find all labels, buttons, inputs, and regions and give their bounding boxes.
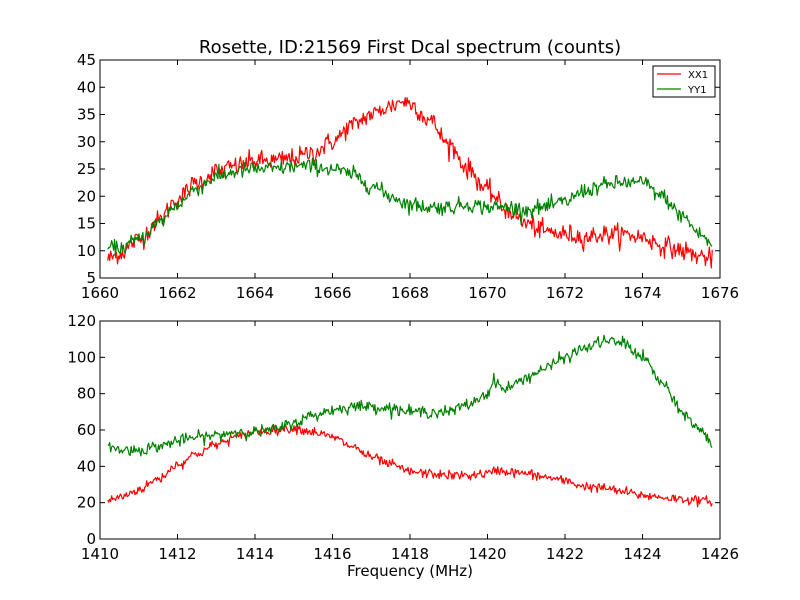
top-x-tick-label: 1668 (391, 284, 429, 302)
legend: XX1 YY1 (652, 65, 716, 98)
bottom-x-tick-label: 1424 (623, 545, 661, 563)
top-x-tick-label: 1660 (81, 284, 119, 302)
bottom-panel: 1410 1412 1414 1416 1418 1420 1422 1424 1426 0 20 4… (67, 312, 739, 563)
x-axis-label: Frequency (MHz) (347, 562, 473, 580)
top-x-tick-label: 1672 (546, 284, 584, 302)
legend-label-xx1: XX1 (688, 70, 708, 81)
top-x-tick-label: 1666 (313, 284, 351, 302)
legend-box (652, 65, 716, 98)
top-y-tick-label: 5 (86, 269, 96, 287)
bottom-series-line-xx1 (107, 423, 713, 508)
top-y-tick-label: 35 (77, 106, 96, 124)
bottom-y-tick-label: 100 (67, 348, 96, 366)
top-panel: 1660 1662 1664 1666 1668 1670 1672 1674 1676 5 10 1… (77, 51, 739, 302)
bottom-x-tick-label: 1410 (81, 545, 119, 563)
top-x-tick-label: 1676 (701, 284, 739, 302)
top-series-group (107, 97, 713, 269)
bottom-ticks-group: 1410 1412 1414 1416 1418 1420 1422 1424 1426 0 20 4… (67, 312, 739, 563)
bottom-y-tick-label: 40 (77, 457, 96, 475)
bottom-x-tick-label: 1412 (158, 545, 196, 563)
top-y-tick-label: 20 (77, 187, 96, 205)
bottom-x-tick-label: 1414 (236, 545, 274, 563)
figure-title: Rosette, ID:21569 First Dcal spectrum (c… (199, 37, 621, 58)
bottom-y-tick-label: 80 (77, 385, 96, 403)
top-ticks-group: 1660 1662 1664 1666 1668 1670 1672 1674 1676 5 10 1… (77, 51, 739, 302)
top-x-tick-label: 1670 (468, 284, 506, 302)
top-y-tick-label: 10 (77, 242, 96, 260)
bottom-x-tick-label: 1426 (701, 545, 739, 563)
top-series-line-xx1 (107, 97, 713, 269)
bottom-x-tick-label: 1418 (391, 545, 429, 563)
top-y-tick-label: 25 (77, 160, 96, 178)
top-x-tick-label: 1674 (623, 284, 661, 302)
bottom-x-tick-label: 1422 (546, 545, 584, 563)
bottom-series-group (107, 334, 713, 508)
bottom-series-line-yy1 (107, 334, 713, 457)
bottom-y-tick-label: 120 (67, 312, 96, 330)
top-series-line-yy1 (107, 157, 713, 259)
bottom-y-tick-label: 20 (77, 494, 96, 512)
top-y-tick-label: 45 (77, 51, 96, 69)
bottom-x-tick-label: 1416 (313, 545, 351, 563)
bottom-x-tick-label: 1420 (468, 545, 506, 563)
bottom-y-tick-label: 0 (86, 530, 96, 548)
top-y-tick-label: 30 (77, 133, 96, 151)
bottom-y-tick-label: 60 (77, 421, 96, 439)
top-y-tick-label: 40 (77, 78, 96, 96)
top-x-tick-label: 1664 (236, 284, 274, 302)
legend-label-yy1: YY1 (687, 85, 707, 96)
top-y-tick-label: 15 (77, 215, 96, 233)
top-x-tick-label: 1662 (158, 284, 196, 302)
